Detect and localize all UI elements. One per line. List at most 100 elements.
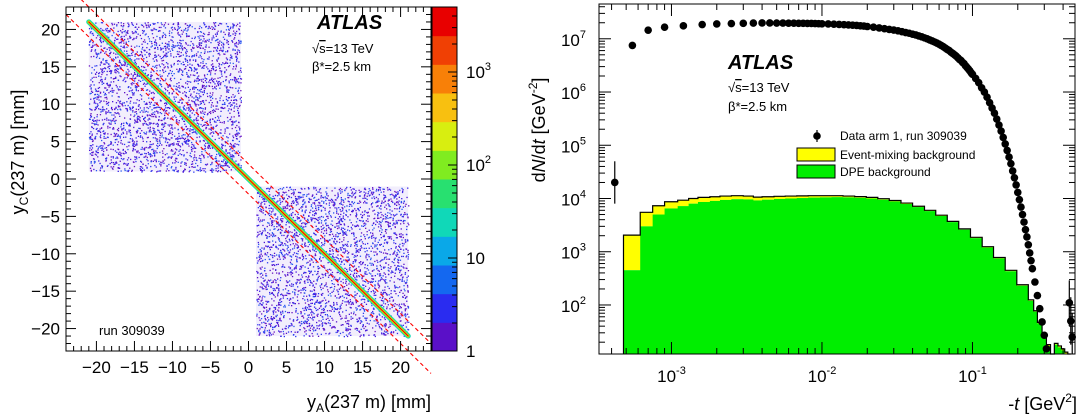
heatmap-cell (137, 82, 139, 84)
heatmap-cell (158, 144, 161, 146)
heatmap-cell (300, 313, 302, 315)
heatmap-cell (194, 166, 196, 168)
heatmap-cell (278, 290, 280, 292)
heatmap-cell (235, 99, 237, 101)
heatmap-cell (103, 63, 105, 65)
heatmap-cell (193, 86, 195, 88)
heatmap-cell (211, 94, 214, 96)
heatmap-cell (156, 122, 159, 125)
heatmap-cell (207, 68, 209, 70)
heatmap-cell (115, 53, 117, 55)
heatmap-cell (266, 237, 268, 239)
heatmap-cell (194, 59, 197, 61)
heatmap-cell (336, 302, 338, 304)
heatmap-cell (115, 162, 117, 164)
heatmap-cell (197, 99, 199, 102)
heatmap-cell (322, 327, 324, 330)
heatmap-cell (238, 82, 240, 84)
heatmap-cell (164, 80, 166, 82)
heatmap-cell (376, 188, 378, 191)
heatmap-cell (396, 223, 398, 225)
heatmap-cell (367, 269, 370, 271)
heatmap-cell (266, 282, 268, 284)
heatmap-cell (268, 280, 271, 282)
heatmap-cell (374, 335, 376, 338)
heatmap-cell (171, 32, 173, 34)
heatmap-cell (112, 156, 114, 158)
heatmap-cell (226, 86, 228, 88)
heatmap-cell (144, 152, 146, 155)
heatmap-cell (140, 37, 143, 40)
heatmap-cell (191, 56, 193, 58)
heatmap-cell (136, 45, 138, 47)
heatmap-cell (183, 120, 185, 122)
heatmap-cell (227, 127, 229, 129)
heatmap-cell (102, 148, 104, 150)
heatmap-cell (124, 38, 126, 41)
heatmap-cell (354, 297, 356, 299)
heatmap-cell (233, 30, 235, 32)
heatmap-cell (182, 171, 184, 173)
heatmap-cell (165, 137, 167, 139)
heatmap-cell (164, 70, 167, 72)
heatmap-cell (205, 85, 208, 87)
heatmap-cell (216, 59, 218, 61)
heatmap-cell (161, 42, 163, 44)
heatmap-cell (115, 133, 117, 135)
heatmap-cell (312, 330, 315, 332)
heatmap-cell (215, 98, 217, 100)
heatmap-cell (225, 96, 228, 98)
heatmap-cell (159, 142, 161, 144)
heatmap-cell (226, 39, 228, 41)
heatmap-cell (112, 144, 114, 146)
heatmap-cell (313, 250, 316, 252)
heatmap-cell (171, 45, 173, 48)
heatmap-cell (201, 125, 204, 127)
heatmap-cell (158, 78, 160, 80)
heatmap-cell (290, 203, 293, 205)
heatmap-cell (282, 264, 284, 266)
heatmap-cell (155, 140, 158, 142)
heatmap-cell (354, 328, 356, 330)
heatmap-cell (218, 80, 220, 83)
heatmap-cell (138, 115, 140, 118)
heatmap-cell (347, 259, 349, 261)
heatmap-cell (278, 244, 280, 246)
heatmap-cell (378, 217, 380, 219)
heatmap-cell (173, 46, 175, 49)
heatmap-cell (284, 274, 286, 276)
heatmap-cell (192, 47, 194, 50)
heatmap-cell (240, 90, 242, 92)
heatmap-cell (199, 140, 201, 142)
heatmap-cell (382, 215, 385, 217)
heatmap-cell (90, 162, 92, 164)
heatmap-cell (179, 149, 181, 151)
heatmap-cell (151, 42, 153, 45)
heatmap-cell (287, 290, 289, 292)
heatmap-cell (339, 306, 341, 308)
heatmap-cell (357, 225, 360, 227)
heatmap-cell (307, 261, 309, 263)
heatmap-cell (209, 133, 211, 135)
heatmap-cell (197, 63, 199, 65)
heatmap-cell (334, 207, 336, 209)
heatmap-cell (223, 159, 225, 161)
heatmap-cell (150, 41, 153, 43)
heatmap-cell (217, 167, 219, 169)
heatmap-cell (354, 294, 356, 296)
heatmap-cell (175, 160, 177, 163)
heatmap-cell (161, 60, 163, 62)
heatmap-cell (146, 103, 148, 105)
heatmap-cell (211, 37, 213, 39)
heatmap-cell (221, 103, 224, 106)
heatmap-cell (97, 53, 99, 55)
heatmap-cell (359, 317, 361, 319)
heatmap-cell (96, 114, 98, 116)
heatmap-cell (158, 160, 160, 163)
heatmap-cell (90, 108, 92, 111)
heatmap-cell (200, 31, 203, 33)
heatmap-cell (166, 46, 169, 48)
heatmap-cell (109, 49, 111, 51)
heatmap-cell (291, 238, 293, 241)
heatmap-cell (296, 319, 298, 321)
